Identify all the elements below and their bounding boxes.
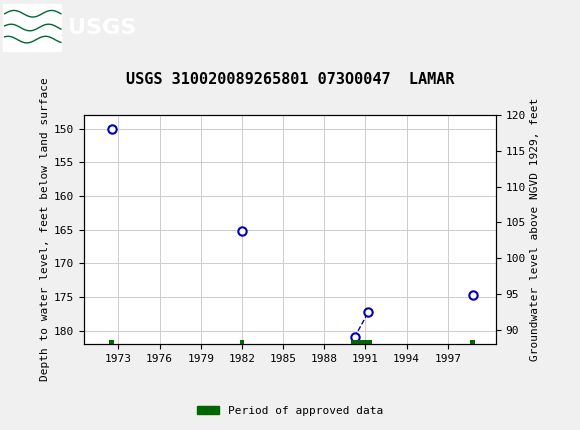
FancyBboxPatch shape: [3, 4, 61, 51]
Y-axis label: Depth to water level, feet below land surface: Depth to water level, feet below land su…: [40, 78, 50, 381]
Text: USGS: USGS: [68, 18, 137, 37]
Y-axis label: Groundwater level above NGVD 1929, feet: Groundwater level above NGVD 1929, feet: [530, 98, 540, 361]
Text: USGS 310020089265801 073O0047  LAMAR: USGS 310020089265801 073O0047 LAMAR: [126, 72, 454, 87]
Legend: Period of approved data: Period of approved data: [193, 401, 387, 420]
